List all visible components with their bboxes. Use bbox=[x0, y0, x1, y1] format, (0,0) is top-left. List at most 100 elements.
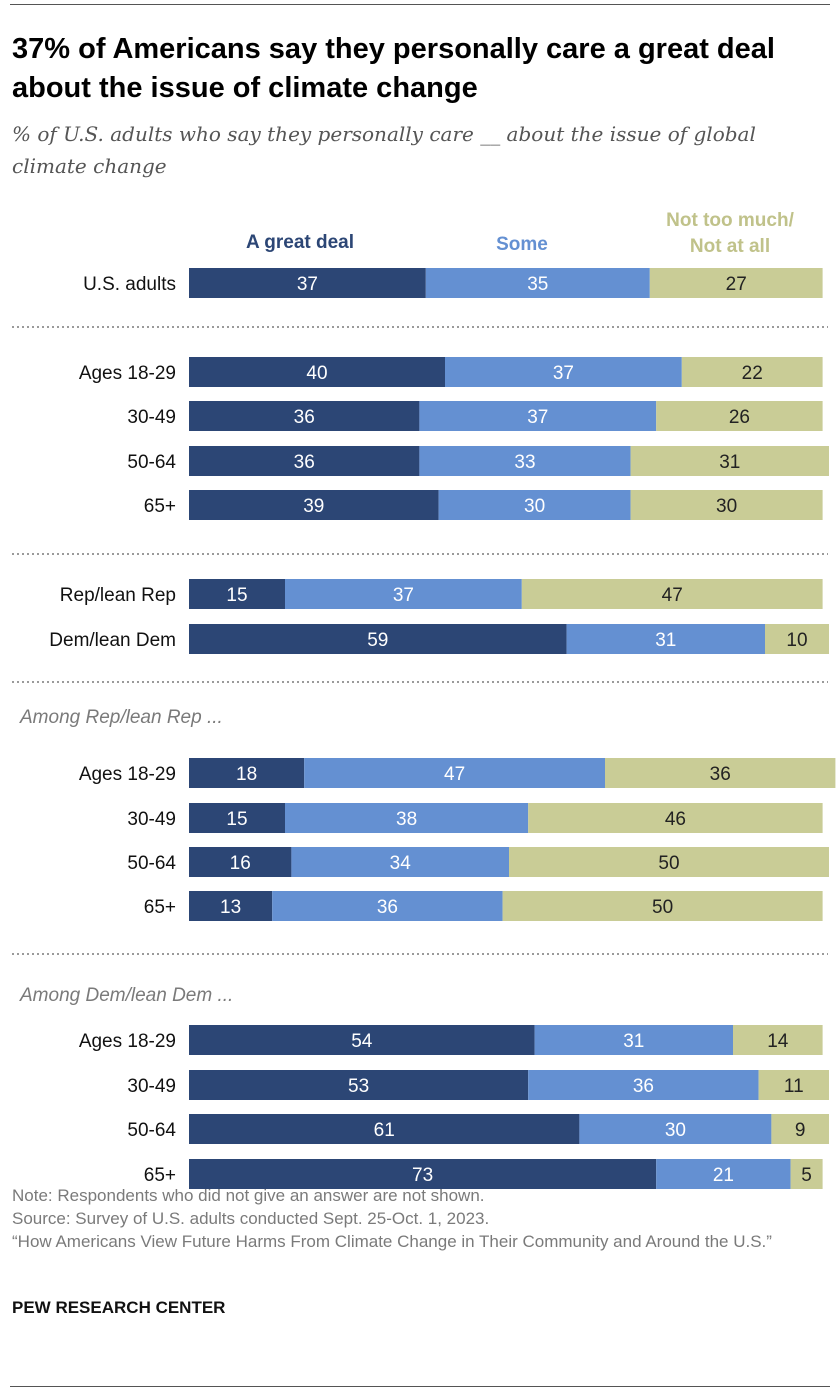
data-label-some: 37 bbox=[527, 407, 548, 428]
data-label-not: 31 bbox=[719, 452, 740, 473]
bar-segment-great bbox=[189, 624, 567, 654]
data-label-great: 59 bbox=[367, 630, 388, 651]
bar-segment-not bbox=[509, 847, 829, 877]
data-label-some: 47 bbox=[444, 764, 465, 785]
data-label-some: 31 bbox=[623, 1031, 644, 1052]
data-label-not: 30 bbox=[716, 496, 737, 517]
bar-segment-not bbox=[630, 446, 829, 476]
data-label-great: 73 bbox=[412, 1165, 433, 1186]
bar-segment-not bbox=[790, 1159, 823, 1189]
bar-segment-great bbox=[189, 1025, 535, 1055]
row-label: Ages 18-29 bbox=[79, 764, 176, 785]
row-label: 30-49 bbox=[127, 407, 176, 428]
bar-segment-some bbox=[419, 401, 657, 431]
data-label-not: 50 bbox=[652, 897, 673, 918]
bar-segment-great bbox=[189, 357, 445, 387]
bar-segment-some bbox=[291, 847, 509, 877]
row-label: 30-49 bbox=[127, 809, 176, 830]
data-label-not: 47 bbox=[662, 585, 683, 606]
legend-not-line2: Not at all bbox=[689, 236, 771, 257]
legend-great-deal-label: A great deal bbox=[245, 232, 355, 253]
bar-segment-not bbox=[765, 624, 829, 654]
bar-segment-some bbox=[285, 579, 522, 609]
data-label-great: 18 bbox=[236, 764, 257, 785]
bar-segment-not bbox=[771, 1114, 829, 1144]
data-label-some: 31 bbox=[655, 630, 676, 651]
bar-segment-some bbox=[445, 357, 682, 387]
data-label-great: 36 bbox=[294, 407, 315, 428]
note-text: Note: Respondents who did not give an an… bbox=[12, 1186, 485, 1205]
data-label-great: 15 bbox=[226, 809, 247, 830]
bar-segment-not bbox=[502, 891, 823, 921]
row-label: 50-64 bbox=[127, 1120, 176, 1141]
row-label: Dem/lean Dem bbox=[49, 630, 176, 651]
data-label-not: 50 bbox=[658, 853, 679, 874]
data-label-some: 38 bbox=[396, 809, 417, 830]
chart-subtitle: % of U.S. adults who say they personally… bbox=[12, 122, 756, 178]
data-label-some: 33 bbox=[514, 452, 535, 473]
bar-segment-great bbox=[189, 490, 439, 520]
bar-segment-some bbox=[304, 758, 605, 788]
row-label: 50-64 bbox=[127, 853, 176, 874]
row-label: 50-64 bbox=[127, 452, 176, 473]
data-label-great: 54 bbox=[351, 1031, 373, 1052]
row-label: Ages 18-29 bbox=[79, 363, 176, 384]
bar-segment-not bbox=[681, 357, 823, 387]
bar-segment-not bbox=[521, 579, 823, 609]
bar-segment-great bbox=[189, 891, 273, 921]
data-label-some: 37 bbox=[553, 363, 574, 384]
legend-some-label: Some bbox=[496, 234, 548, 255]
bar-segment-some bbox=[438, 490, 631, 520]
bar-segment-great bbox=[189, 1159, 657, 1189]
data-label-some: 34 bbox=[390, 853, 412, 874]
bar-segment-great bbox=[189, 847, 292, 877]
data-label-great: 40 bbox=[306, 363, 327, 384]
bar-segment-not bbox=[528, 803, 823, 833]
report-title-text: “How Americans View Future Harms From Cl… bbox=[12, 1232, 772, 1251]
data-label-great: 36 bbox=[294, 452, 315, 473]
data-label-some: 36 bbox=[633, 1076, 654, 1097]
bar-segment-great bbox=[189, 1070, 529, 1100]
row-label: Rep/lean Rep bbox=[60, 585, 176, 606]
bar-segment-some bbox=[579, 1114, 772, 1144]
bar-segment-great bbox=[189, 758, 305, 788]
bar-segment-some bbox=[285, 803, 529, 833]
row-label: 65+ bbox=[144, 897, 176, 918]
legend-great-deal: A great deal bbox=[200, 230, 400, 256]
legend-some: Some bbox=[452, 232, 592, 258]
row-label: 65+ bbox=[144, 496, 176, 517]
bar-segment-not bbox=[758, 1070, 829, 1100]
data-label-some: 21 bbox=[713, 1165, 734, 1186]
data-label-not: 11 bbox=[784, 1076, 804, 1097]
row-label: U.S. adults bbox=[83, 274, 176, 295]
bar-segment-not bbox=[630, 490, 823, 520]
data-label-great: 13 bbox=[220, 897, 241, 918]
data-label-some: 35 bbox=[527, 274, 548, 295]
group-header: Among Dem/lean Dem ... bbox=[19, 985, 233, 1006]
bar-segment-not bbox=[733, 1025, 823, 1055]
pew-brand: PEW RESEARCH CENTER bbox=[12, 1298, 226, 1317]
data-label-great: 15 bbox=[226, 585, 247, 606]
data-label-some: 30 bbox=[524, 496, 545, 517]
bar-segment-great bbox=[189, 579, 285, 609]
bar-segment-great bbox=[189, 401, 420, 431]
bar-segment-great bbox=[189, 803, 285, 833]
data-label-not: 14 bbox=[767, 1031, 789, 1052]
bar-segment-not bbox=[649, 268, 823, 298]
data-label-not: 5 bbox=[801, 1165, 812, 1186]
data-label-not: 46 bbox=[665, 809, 686, 830]
data-label-not: 26 bbox=[729, 407, 750, 428]
chart-title: 37% of Americans say they personally car… bbox=[12, 33, 775, 104]
legend-not-too-much: Not too much/ Not at all bbox=[630, 208, 830, 260]
data-label-great: 37 bbox=[297, 274, 318, 295]
bar-segment-some bbox=[419, 446, 631, 476]
bar-segment-some bbox=[534, 1025, 733, 1055]
data-label-not: 27 bbox=[726, 274, 747, 295]
top-rule bbox=[10, 4, 830, 5]
row-label: 30-49 bbox=[127, 1076, 176, 1097]
data-label-great: 53 bbox=[348, 1076, 369, 1097]
bar-segment-some bbox=[656, 1159, 791, 1189]
data-label-some: 37 bbox=[393, 585, 414, 606]
data-label-some: 30 bbox=[665, 1120, 686, 1141]
